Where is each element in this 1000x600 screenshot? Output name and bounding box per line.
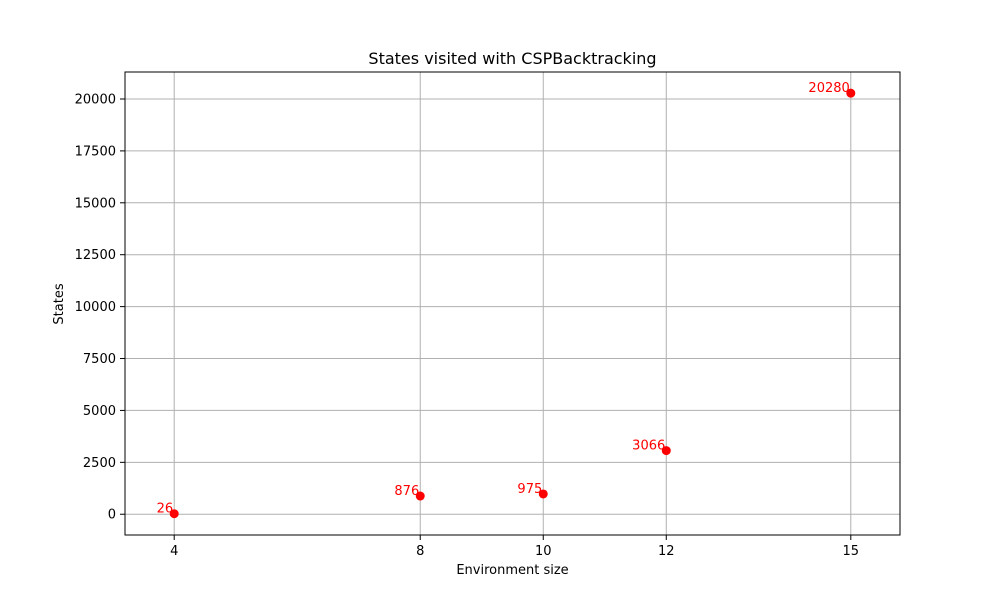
x-tick-label: 12 <box>658 544 675 559</box>
y-axis-label: States <box>52 283 67 324</box>
data-point-label: 975 <box>517 482 542 497</box>
data-point <box>538 489 548 499</box>
data-point <box>415 491 425 501</box>
y-tick-label: 17500 <box>75 144 116 159</box>
axes: 4 8 10 12 15 0 2500 5000 7500 10000 12500 15000 1750… <box>75 71 901 559</box>
y-tick-label: 5000 <box>83 404 116 419</box>
chart-title: States visited with CSPBacktracking <box>368 49 656 68</box>
x-axis-label: Environment size <box>456 563 568 578</box>
y-tick-label: 15000 <box>75 196 116 211</box>
x-tick-label: 4 <box>170 544 178 559</box>
x-tick-label: 8 <box>416 544 424 559</box>
plot-frame <box>124 71 901 536</box>
data-point <box>169 509 179 519</box>
x-tick-label: 10 <box>535 544 552 559</box>
y-tick-label: 10000 <box>75 300 116 315</box>
y-tick-label: 2500 <box>83 456 116 471</box>
x-tick-label: 15 <box>843 544 860 559</box>
y-tick-label: 7500 <box>83 352 116 367</box>
y-tick-label: 20000 <box>75 92 116 107</box>
y-tick-label: 12500 <box>75 248 116 263</box>
data-point-label: 3066 <box>632 439 665 454</box>
grid <box>125 72 900 535</box>
data-point-label: 20280 <box>808 81 849 96</box>
data-points <box>169 88 856 519</box>
y-tick-label: 0 <box>108 508 116 523</box>
data-point-label: 26 <box>157 502 174 517</box>
data-labels: 26 876 975 3066 20280 <box>157 81 850 517</box>
data-point-label: 876 <box>394 484 419 499</box>
data-point <box>661 446 671 456</box>
data-point <box>846 88 856 98</box>
